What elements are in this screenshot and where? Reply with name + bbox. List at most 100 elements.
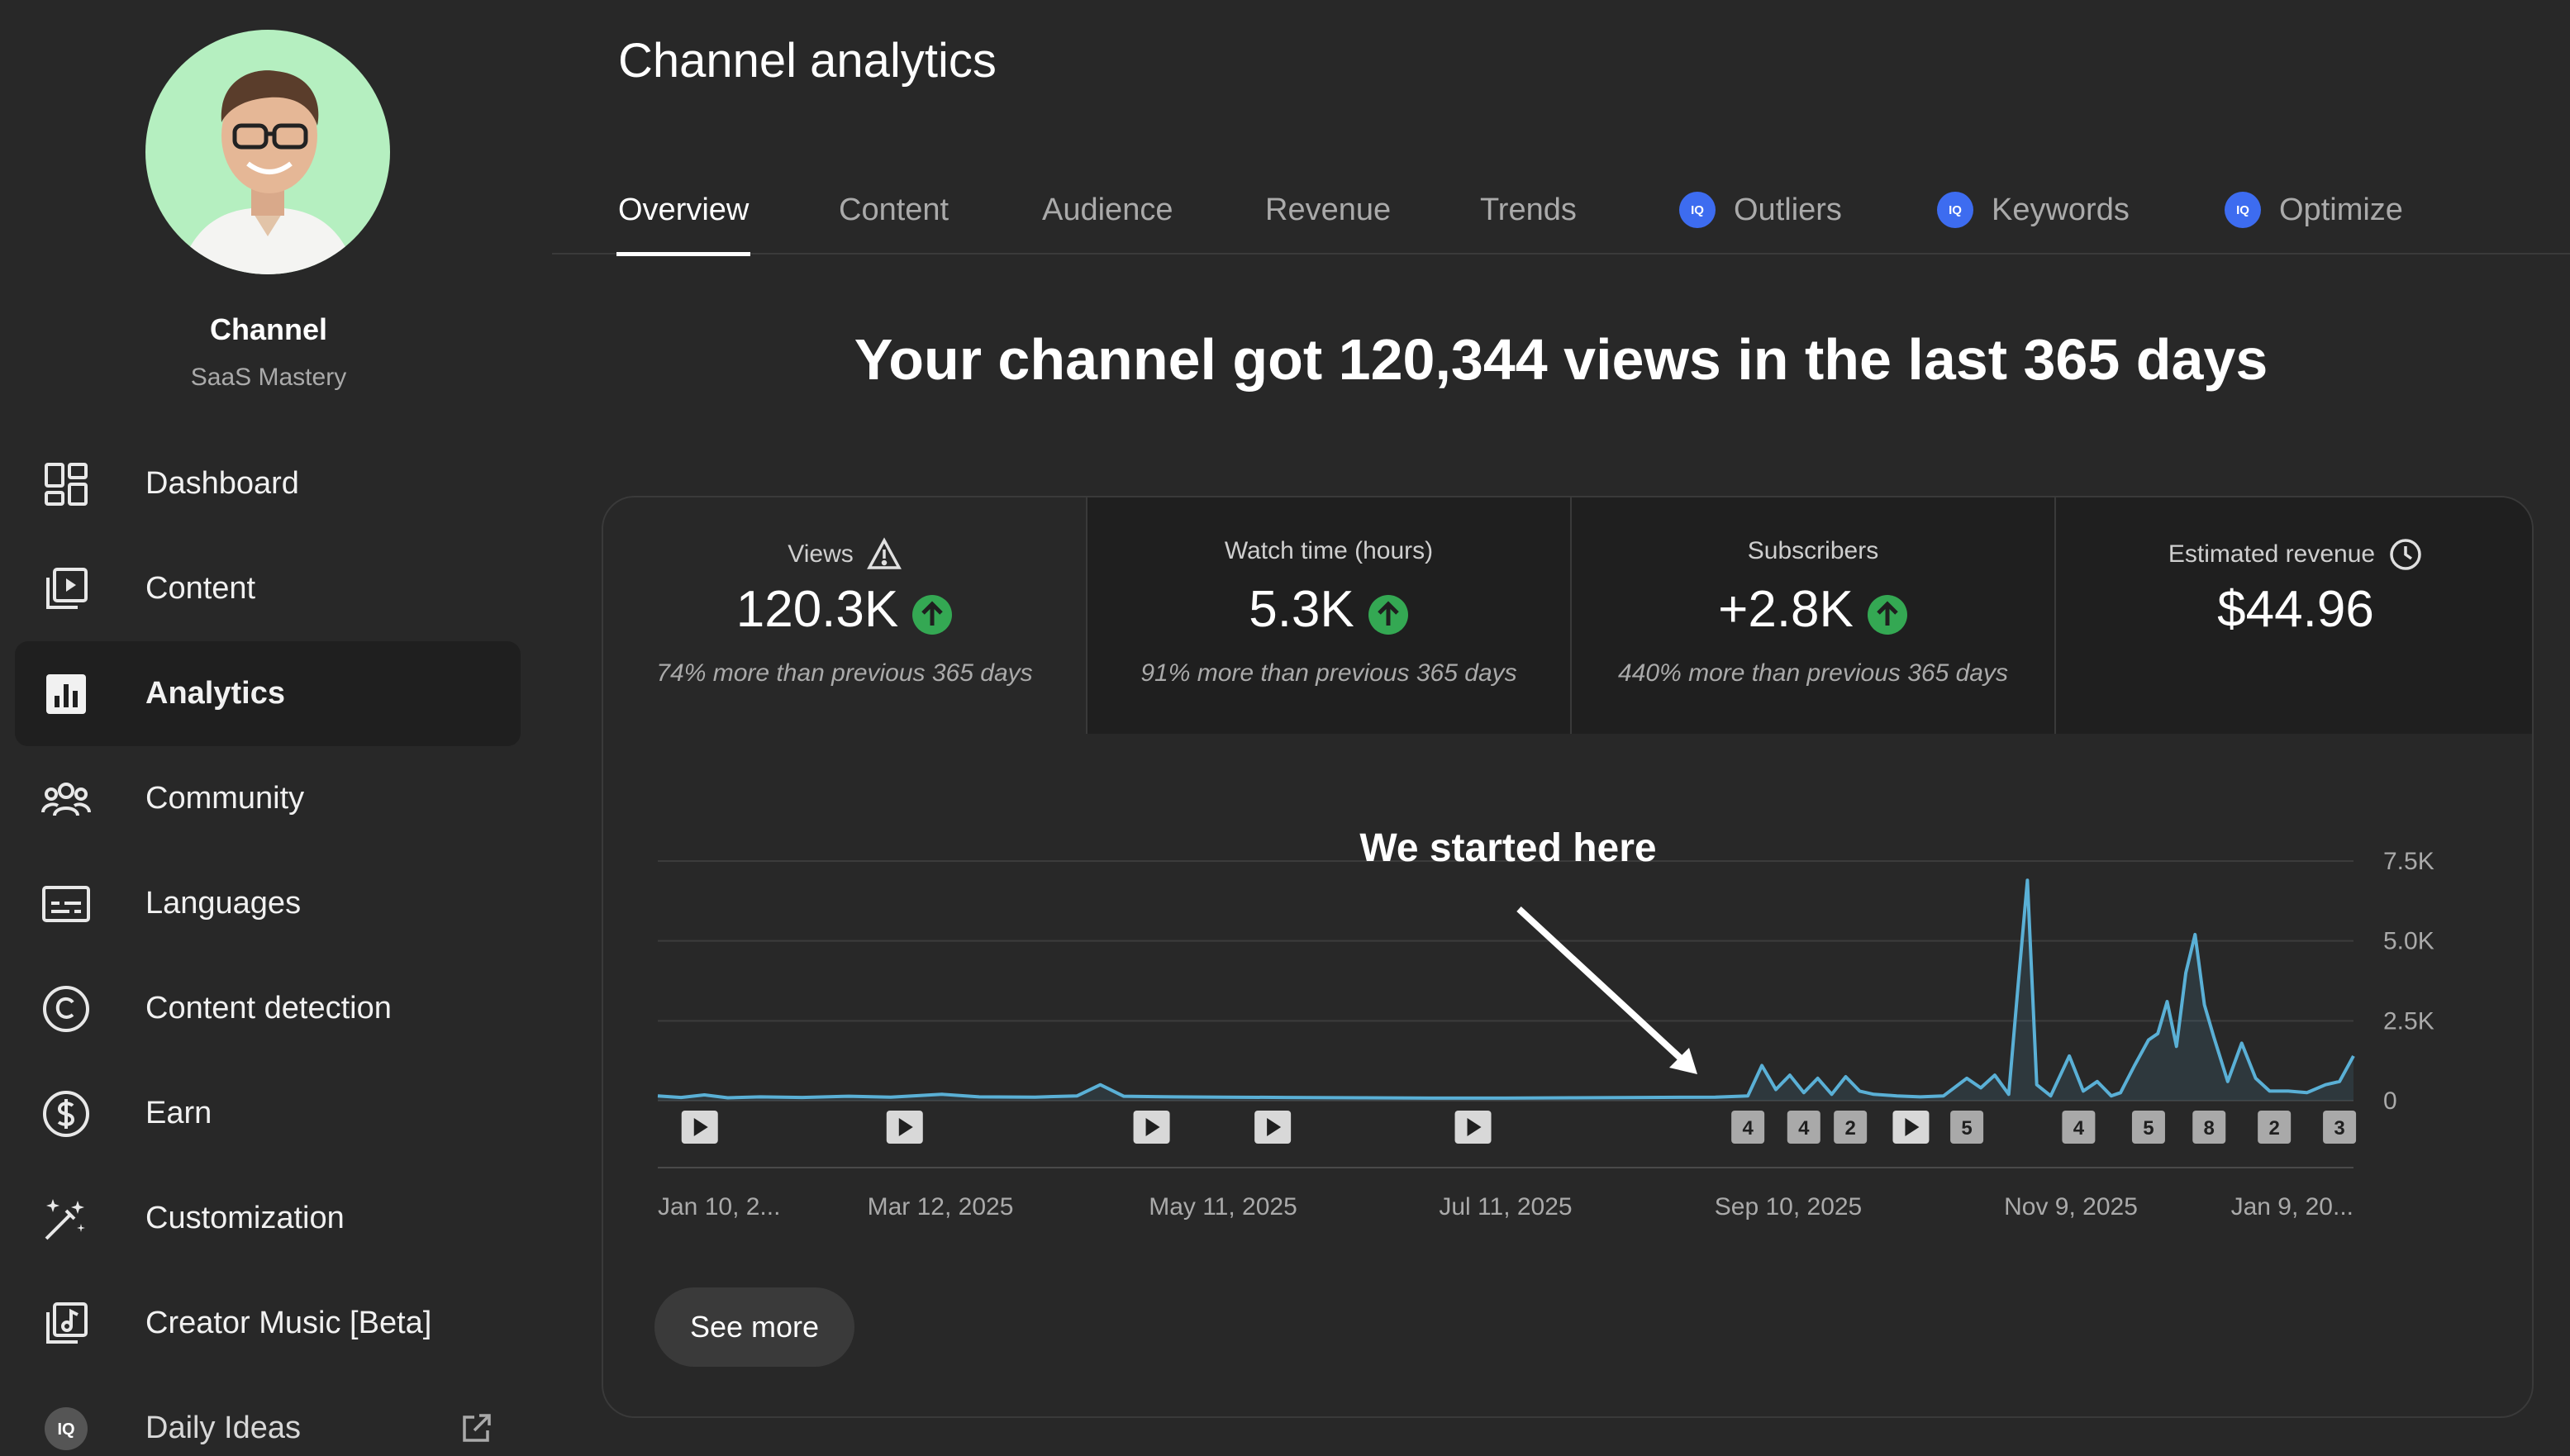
see-more-button[interactable]: See more — [654, 1287, 854, 1367]
trend-up-icon — [1368, 589, 1409, 635]
sidebar-item-label: Earn — [145, 1096, 212, 1130]
play-icon — [1145, 1118, 1160, 1136]
tab-content[interactable]: Content — [839, 165, 949, 255]
video-count-marker: 4 — [1787, 1111, 1820, 1144]
chart-annotation: We started here — [1359, 826, 1656, 870]
tab-optimize[interactable]: IQ Optimize — [2225, 165, 2403, 255]
sidebar-item-content[interactable]: Content — [15, 536, 521, 641]
metric-value-row: $44.96 — [2056, 580, 2532, 639]
sidebar-item-daily-ideas[interactable]: IQ Daily Ideas — [15, 1376, 521, 1456]
sidebar-item-label: Customization — [145, 1201, 345, 1235]
metric-value-row: 5.3K — [1087, 580, 1570, 639]
warning-icon — [866, 537, 902, 572]
metric-value: 120.3K — [735, 581, 899, 638]
video-count-marker: 3 — [2323, 1111, 2357, 1144]
analytics-overview-card: Views 120.3K 74% more than previous 365 … — [602, 496, 2534, 1418]
video-count-label: 2 — [1844, 1117, 1855, 1140]
metric-label-row: Estimated revenue — [2056, 537, 2532, 572]
metric-estimated-revenue[interactable]: Estimated revenue $44.96 — [2054, 497, 2532, 734]
analytics-tabs: Overview Content Audience Revenue Trends… — [552, 165, 2570, 256]
iq-badge-icon: IQ — [1937, 192, 1973, 228]
sidebar-item-earn[interactable]: Earn — [15, 1061, 521, 1166]
sidebar-item-label: Creator Music [Beta] — [145, 1306, 432, 1340]
y-tick-label: 5.0K — [2383, 928, 2434, 955]
metric-value: $44.96 — [2217, 581, 2374, 638]
metric-subscribers[interactable]: Subscribers +2.8K 440% more than previou… — [1570, 497, 2054, 734]
y-tick-label: 2.5K — [2383, 1007, 2434, 1035]
play-icon — [1267, 1118, 1282, 1136]
tab-label: Revenue — [1265, 192, 1392, 227]
video-count-label: 4 — [2073, 1117, 2085, 1140]
trend-up-icon — [911, 589, 953, 635]
metric-label: Estimated revenue — [2168, 540, 2376, 568]
sidebar-item-label: Content detection — [145, 991, 392, 1025]
views-headline: Your channel got 120,344 views in the la… — [854, 327, 2268, 392]
video-count-marker: 4 — [2062, 1111, 2096, 1144]
video-count-label: 5 — [1961, 1117, 1972, 1140]
video-marker — [1254, 1111, 1292, 1144]
video-count-box — [1834, 1111, 1868, 1144]
video-count-marker: 5 — [1950, 1111, 1984, 1144]
metric-note: 91% more than previous 365 days — [1140, 659, 1517, 687]
sidebar-item-analytics[interactable]: Analytics — [15, 641, 521, 746]
video-marker — [1133, 1111, 1170, 1144]
video-count-box — [2062, 1111, 2096, 1144]
sidebar-item-creator-music[interactable]: Creator Music [Beta] — [15, 1271, 521, 1376]
metric-value: 5.3K — [1249, 581, 1354, 638]
clock-icon — [2388, 537, 2423, 572]
sidebar-item-customization[interactable]: Customization — [15, 1166, 521, 1271]
tab-trends[interactable]: Trends — [1480, 165, 1577, 255]
sidebar-item-label: Languages — [145, 886, 302, 921]
channel-subtitle: SaaS Mastery — [190, 364, 347, 391]
x-tick-label: May 11, 2025 — [1149, 1193, 1297, 1220]
tab-label: Content — [839, 192, 949, 227]
tab-revenue[interactable]: Revenue — [1265, 165, 1391, 255]
sidebar-item-community[interactable]: Community — [15, 746, 521, 851]
sidebar-nav: Dashboard Content Analytics — [15, 431, 521, 1456]
tab-overview[interactable]: Overview — [616, 165, 751, 256]
avatar[interactable] — [145, 30, 390, 274]
video-count-box — [2192, 1111, 2226, 1144]
video-marker — [681, 1111, 718, 1144]
video-count-box — [2258, 1111, 2292, 1144]
magic-wand-icon — [41, 1194, 91, 1244]
sidebar-item-label: Content — [145, 571, 256, 606]
tab-audience[interactable]: Audience — [1042, 165, 1173, 255]
play-icon — [1467, 1118, 1482, 1136]
video-count-label: 3 — [2334, 1117, 2344, 1140]
sidebar-item-languages[interactable]: Languages — [15, 851, 521, 956]
sidebar-item-label: Analytics — [145, 676, 285, 711]
video-count-label: 8 — [2204, 1117, 2215, 1140]
svg-text:IQ: IQ — [57, 1420, 74, 1439]
analytics-icon — [41, 669, 91, 719]
sidebar-item-content-detection[interactable]: Content detection — [15, 956, 521, 1061]
page-title: Channel analytics — [618, 34, 997, 88]
dollar-icon — [41, 1089, 91, 1139]
languages-icon — [41, 879, 91, 929]
video-count-box — [1787, 1111, 1820, 1144]
sidebar-item-dashboard[interactable]: Dashboard — [15, 431, 521, 536]
external-link-icon[interactable] — [458, 1411, 494, 1447]
metric-label-row: Subscribers — [1572, 537, 2054, 565]
x-tick-label: Mar 12, 2025 — [868, 1193, 1014, 1220]
metric-value-row: 120.3K — [603, 580, 1086, 639]
x-tick-label: Jan 10, 2... — [658, 1193, 780, 1220]
metric-watch-time[interactable]: Watch time (hours) 5.3K 91% more than pr… — [1086, 497, 1570, 734]
metric-views[interactable]: Views 120.3K 74% more than previous 365 … — [603, 497, 1086, 734]
tab-outliers[interactable]: IQ Outliers — [1679, 165, 1842, 255]
play-icon — [1905, 1118, 1920, 1136]
music-icon — [41, 1299, 91, 1349]
x-tick-label: Sep 10, 2025 — [1715, 1193, 1863, 1220]
video-count-label: 5 — [2143, 1117, 2154, 1140]
views-line — [657, 878, 2355, 1100]
video-count-marker: 2 — [2258, 1111, 2292, 1144]
metric-note: 74% more than previous 365 days — [656, 659, 1033, 687]
metric-label-row: Watch time (hours) — [1087, 537, 1570, 565]
video-count-label: 4 — [1798, 1117, 1810, 1140]
x-tick-label: Nov 9, 2025 — [2004, 1193, 2138, 1220]
video-count-marker: 2 — [1834, 1111, 1868, 1144]
metric-label-row: Views — [603, 537, 1086, 572]
tab-keywords[interactable]: IQ Keywords — [1937, 165, 2130, 255]
annotation-arrow — [1516, 906, 1697, 1074]
channel-name: Channel — [209, 312, 327, 346]
